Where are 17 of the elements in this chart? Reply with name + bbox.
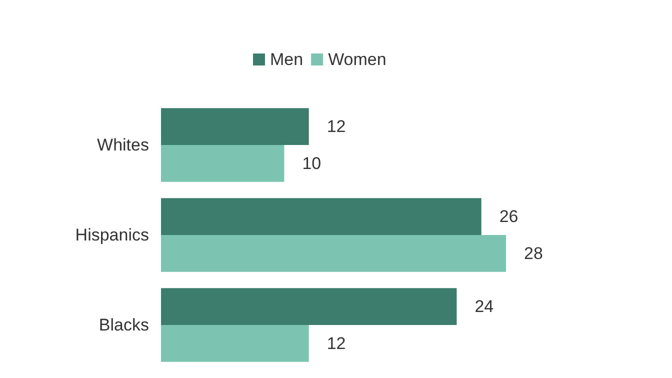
data-label: 28 xyxy=(524,244,543,263)
data-label: 24 xyxy=(474,297,494,316)
data-label: 12 xyxy=(326,117,346,136)
legend-label: Men xyxy=(270,50,304,69)
bar xyxy=(161,108,309,145)
data-label: 26 xyxy=(499,207,518,226)
bar xyxy=(161,325,309,362)
bar xyxy=(161,235,506,272)
data-label: 10 xyxy=(302,154,322,173)
y-tick-label: Whites xyxy=(97,136,149,154)
bar xyxy=(161,198,482,235)
data-label: 12 xyxy=(326,334,346,353)
bar xyxy=(161,288,457,325)
legend-label: Women xyxy=(328,50,386,69)
y-tick-label: Hispanics xyxy=(75,226,149,244)
bar xyxy=(161,145,284,182)
y-tick-label: Blacks xyxy=(98,316,149,334)
